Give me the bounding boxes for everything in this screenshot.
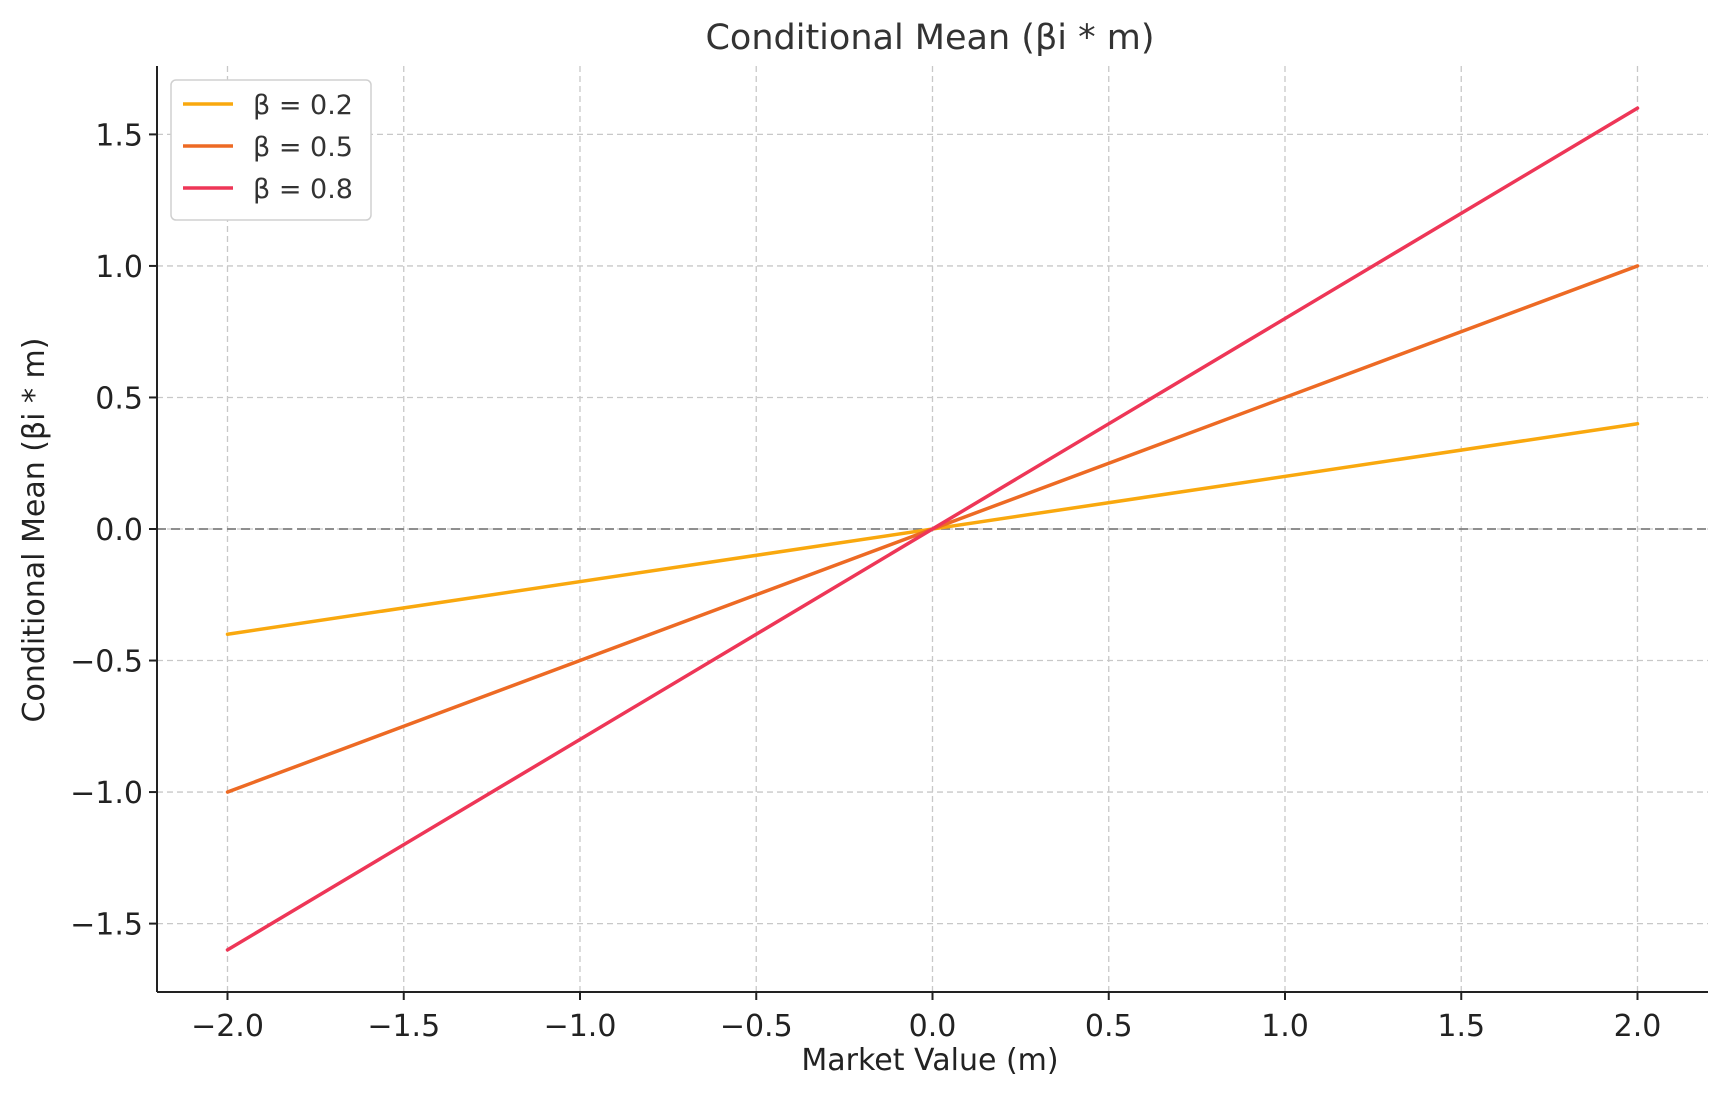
ticks-layer: −2.0 −1.5 −1.0 −0.5 0.0 0.5 1.0 1.5 2.0 −1.5 −1.0 −… <box>70 118 1661 1044</box>
y-tick-label: 1.0 <box>95 250 143 285</box>
legend-frame <box>170 79 372 221</box>
series-line-3 <box>225 106 1640 952</box>
legend-label: β = 0.8 <box>253 174 353 205</box>
legend: β = 0.2 β = 0.5 β = 0.8 <box>170 79 372 221</box>
y-tick-label: 0.5 <box>95 381 143 416</box>
series-layer <box>225 106 1640 952</box>
x-tick-label: 2.0 <box>1614 1009 1662 1044</box>
x-tick-label: −1.5 <box>367 1009 440 1044</box>
legend-label: β = 0.5 <box>253 132 353 163</box>
legend-label: β = 0.2 <box>253 90 353 121</box>
x-tick-label: −1.0 <box>544 1009 617 1044</box>
y-tick-label: 1.5 <box>95 118 143 153</box>
x-tick-label: −0.5 <box>720 1009 793 1044</box>
x-tick-label: 1.5 <box>1437 1009 1485 1044</box>
y-axis-label: Conditional Mean (βi * m) <box>17 338 52 723</box>
x-tick-label: −2.0 <box>191 1009 264 1044</box>
y-tick-label: −1.5 <box>70 908 143 943</box>
y-tick-label: 0.0 <box>95 513 143 548</box>
y-tick-label: −0.5 <box>70 645 143 680</box>
x-tick-label: 1.0 <box>1261 1009 1309 1044</box>
x-axis-label: Market Value (m) <box>801 1043 1058 1078</box>
chart-title: Conditional Mean (βi * m) <box>705 18 1154 58</box>
x-tick-label: 0.0 <box>909 1009 957 1044</box>
x-tick-label: 0.5 <box>1085 1009 1133 1044</box>
y-tick-label: −1.0 <box>70 776 143 811</box>
